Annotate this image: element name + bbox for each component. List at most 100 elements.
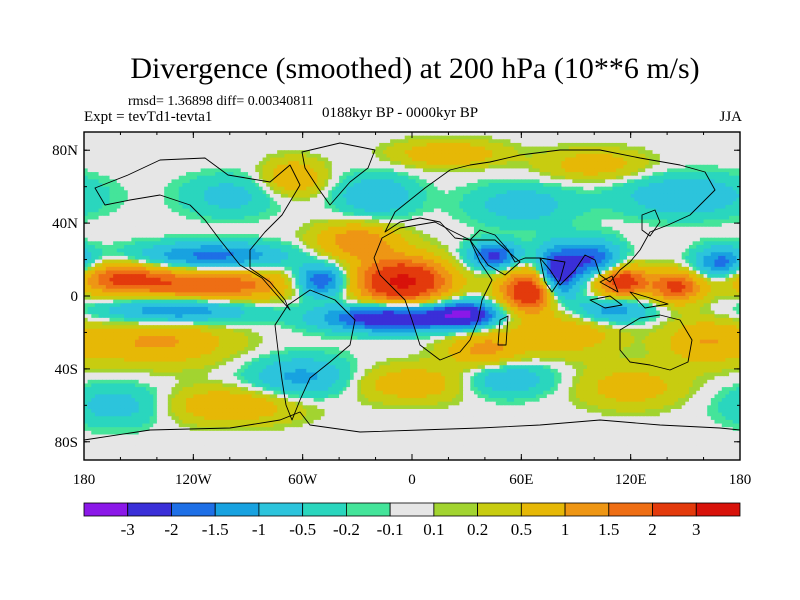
field-cell (427, 150, 431, 154)
field-cell (266, 139, 270, 143)
field-cell (332, 154, 336, 158)
field-cell (328, 183, 332, 187)
field-cell (430, 187, 434, 191)
field-cell (386, 150, 390, 154)
field-cell (445, 179, 449, 183)
field-cell (171, 179, 175, 183)
field-cell (383, 150, 387, 154)
field-cell (412, 168, 416, 172)
field-cell (627, 147, 631, 151)
field-cell (390, 147, 394, 151)
field-cell (620, 161, 624, 165)
field-cell (576, 165, 580, 169)
field-cell (325, 172, 329, 176)
field-cell (263, 183, 267, 187)
field-cell (99, 143, 103, 147)
field-cell (390, 139, 394, 143)
field-cell (616, 176, 620, 180)
field-cell (292, 187, 296, 191)
field-cell (558, 187, 562, 191)
field-cell (277, 179, 281, 183)
field-cell (474, 172, 478, 176)
field-cell (609, 165, 613, 169)
field-cell (623, 172, 627, 176)
field-cell (696, 158, 700, 162)
field-cell (386, 165, 390, 169)
field-cell (711, 168, 715, 172)
field-cell (711, 143, 715, 147)
field-cell (139, 139, 143, 143)
field-cell (412, 147, 416, 151)
field-cell (660, 143, 664, 147)
field-cell (376, 136, 380, 140)
field-cell (674, 150, 678, 154)
field-cell (663, 147, 667, 151)
field-cell (521, 147, 525, 151)
field-cell (678, 147, 682, 151)
field-cell (518, 158, 522, 162)
field-cell (401, 187, 405, 191)
field-cell (386, 194, 390, 198)
field-cell (190, 190, 194, 194)
field-cell (397, 168, 401, 172)
field-cell (456, 187, 460, 191)
field-cell (572, 143, 576, 147)
field-cell (237, 147, 241, 151)
field-cell (110, 150, 114, 154)
field-cell (478, 147, 482, 151)
field-cell (120, 136, 124, 140)
field-cell (452, 176, 456, 180)
field-cell (248, 194, 252, 198)
field-cell (379, 147, 383, 151)
field-cell (303, 143, 307, 147)
field-cell (252, 147, 256, 151)
field-cell (510, 139, 514, 143)
field-cell (696, 147, 700, 151)
field-cell (514, 183, 518, 187)
field-cell (463, 161, 467, 165)
field-cell (558, 150, 562, 154)
field-cell (481, 154, 485, 158)
field-cell (146, 179, 150, 183)
field-cell (317, 136, 321, 140)
field-cell (171, 161, 175, 165)
field-cell (580, 176, 584, 180)
field-cell (102, 136, 106, 140)
field-cell (299, 179, 303, 183)
field-cell (474, 139, 478, 143)
field-cell (343, 136, 347, 140)
field-cell (521, 194, 525, 198)
field-cell (489, 165, 493, 169)
field-cell (467, 176, 471, 180)
field-cell (274, 147, 278, 151)
field-cell (212, 190, 216, 194)
field-cell (481, 194, 485, 198)
field-cell (179, 183, 183, 187)
field-cell (667, 176, 671, 180)
field-cell (197, 147, 201, 151)
field-cell (507, 150, 511, 154)
field-cell (146, 143, 150, 147)
field-cell (102, 179, 106, 183)
field-cell (729, 190, 733, 194)
field-cell (361, 158, 365, 162)
field-cell (518, 168, 522, 172)
field-cell (142, 190, 146, 194)
field-cell (335, 187, 339, 191)
field-cell (620, 183, 624, 187)
field-cell (456, 183, 460, 187)
field-cell (492, 143, 496, 147)
field-cell (489, 183, 493, 187)
field-cell (685, 139, 689, 143)
field-cell (499, 176, 503, 180)
field-cell (237, 183, 241, 187)
field-cell (459, 147, 463, 151)
field-cell (689, 143, 693, 147)
field-cell (346, 136, 350, 140)
field-cell (518, 190, 522, 194)
field-cell (623, 176, 627, 180)
field-cell (310, 190, 314, 194)
field-cell (609, 154, 613, 158)
field-cell (161, 139, 165, 143)
field-cell (328, 194, 332, 198)
